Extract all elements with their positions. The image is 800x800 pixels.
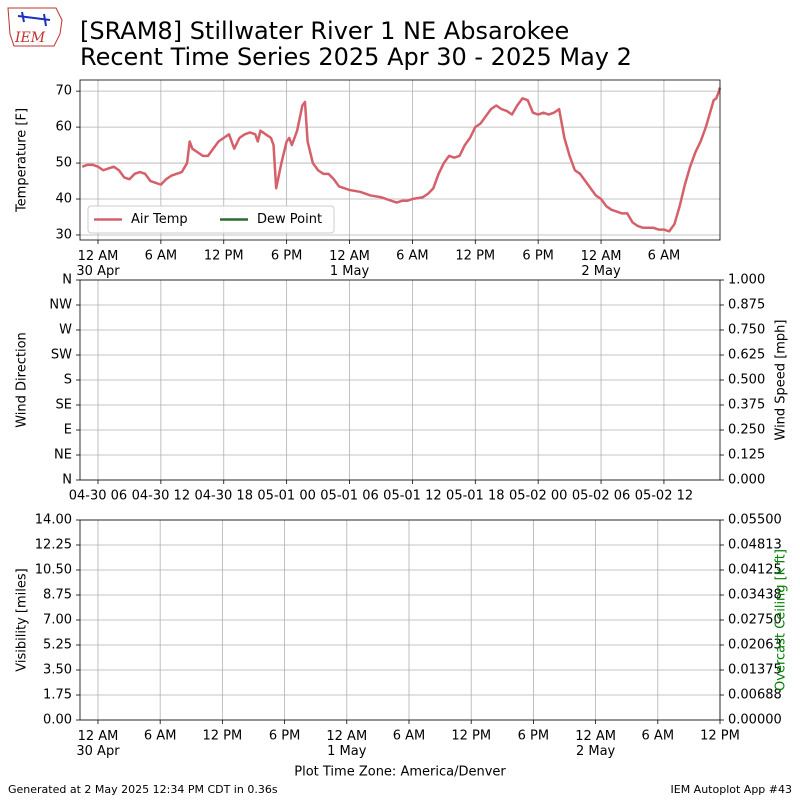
panel: 12 AM 30 Apr 6 AM 12 PM 6 PM 12 AM 1 May 6 AM 12…	[15, 79, 722, 279]
x-tick-label: 12 AM 2 May	[581, 249, 622, 279]
y-tick-label: 7.00	[43, 613, 72, 628]
y2-axis-label: Overcast Ceiling [k ft]	[774, 549, 789, 691]
x-tick-label: 6 AM	[145, 249, 178, 264]
y-axis-label: Temperature [F]	[15, 108, 30, 213]
y2-tick-label: 0.625	[728, 348, 765, 363]
y-tick-label: 1.75	[43, 688, 72, 703]
y-tick-label: SW	[51, 348, 72, 363]
x-tick-label: 6 AM	[642, 729, 675, 744]
x-tick-label: 05-02 00	[509, 489, 567, 504]
x-tick-label: 12 PM	[203, 729, 243, 744]
y2-tick-label: 0.750	[728, 323, 765, 338]
y2-tick-label: 0.02750	[728, 613, 782, 628]
y-tick-label: 60	[55, 120, 72, 135]
x-tick-label: 05-01 00	[257, 489, 315, 504]
x-tick-label: 6 AM	[393, 729, 426, 744]
y2-tick-label: 0.04813	[728, 538, 782, 553]
y2-tick-label: 1.000	[728, 273, 765, 288]
y2-tick-label: 0.01375	[728, 663, 782, 678]
y2-tick-label: 0.000	[728, 473, 765, 488]
x-tick-label: 6 AM	[648, 249, 681, 264]
y2-tick-label: 0.04125	[728, 563, 782, 578]
y2-tick-label: 0.05500	[728, 513, 782, 528]
legend-label: Air Temp	[131, 212, 188, 227]
x-tick-label: 12 AM 2 May	[575, 729, 616, 759]
x-tick-label: 04-30 18	[195, 489, 253, 504]
x-tick-label: 05-02 12	[635, 489, 693, 504]
y2-tick-label: 0.125	[728, 448, 765, 463]
y2-tick-label: 0.03438	[728, 588, 782, 603]
y2-axis-label: Wind Speed [mph]	[774, 320, 789, 441]
logo: IEM	[7, 7, 63, 47]
y-tick-label: 10.50	[35, 563, 72, 578]
x-tick-label: 05-01 12	[383, 489, 441, 504]
y-tick-label: 30	[55, 227, 72, 242]
y-axis-label: Wind Direction	[15, 332, 30, 428]
y-tick-label: N	[62, 473, 72, 488]
y-tick-label: 50	[55, 156, 72, 171]
x-tick-label: 6 PM	[269, 729, 300, 744]
y2-tick-label: 0.02063	[728, 638, 782, 653]
x-axis-label: Plot Time Zone: America/Denver	[294, 765, 506, 780]
y-axis-label: Visibility [miles]	[15, 568, 30, 671]
axes-frame	[79, 279, 721, 481]
axes-frame	[79, 519, 721, 721]
y-tick-label: S	[64, 373, 72, 388]
x-tick-label: 04-30 06	[69, 489, 127, 504]
y2-tick-label: 0.875	[728, 298, 765, 313]
y2-tick-label: 0.500	[728, 373, 765, 388]
y2-tick-label: 0.00000	[728, 713, 782, 728]
x-tick-label: 12 PM	[204, 249, 244, 264]
series-line	[81, 87, 722, 233]
title-line: [SRAM8] Stillwater River 1 NE Absarokee	[80, 17, 569, 45]
logo-mark	[17, 11, 51, 27]
y2-tick-label: 0.250	[728, 423, 765, 438]
y-tick-label: 0.00	[43, 713, 72, 728]
x-tick-label: 12 AM 30 Apr	[76, 729, 120, 759]
y-tick-label: 5.25	[43, 638, 72, 653]
x-tick-label: 05-02 06	[572, 489, 630, 504]
y-tick-label: NE	[54, 448, 72, 463]
legend: Air Temp Dew Point	[87, 205, 335, 234]
logo-outline	[7, 7, 63, 47]
legend-box	[87, 205, 335, 234]
x-tick-label: 6 AM	[396, 249, 429, 264]
x-tick-label: 12 AM 30 Apr	[76, 249, 120, 279]
y-tick-label: NW	[49, 298, 72, 313]
y-tick-label: 70	[55, 84, 72, 99]
x-tick-label: 12 PM	[451, 729, 491, 744]
panel: 12 AM 30 Apr 6 AM 12 PM 6 PM 12 AM 1 May 6 AM 12…	[15, 513, 789, 780]
footer-right: IEM Autoplot App #43	[671, 783, 793, 796]
y2-tick-label: 0.00688	[728, 688, 782, 703]
y-tick-label: 12.25	[35, 538, 72, 553]
x-tick-label: 04-30 12	[132, 489, 190, 504]
x-tick-label: 12 AM 1 May	[329, 249, 370, 279]
y-tick-label: 3.50	[43, 663, 72, 678]
panel: 04-30 06 04-30 12 04-30 18 05-01 00 05-01 06…	[15, 273, 789, 504]
y-tick-label: 14.00	[35, 513, 72, 528]
y-tick-label: 8.75	[43, 588, 72, 603]
y-tick-label: W	[59, 323, 72, 338]
x-tick-label: 6 PM	[522, 249, 553, 264]
footer-left: Generated at 2 May 2025 12:34 PM CDT in …	[8, 783, 278, 796]
legend-label: Dew Point	[257, 212, 322, 227]
x-tick-label: 6 AM	[144, 729, 177, 744]
title-line: Recent Time Series 2025 Apr 30 - 2025 Ma…	[80, 43, 632, 71]
y2-tick-label: 0.375	[728, 398, 765, 413]
x-tick-label: 12 PM	[700, 729, 740, 744]
x-tick-label: 6 PM	[271, 249, 302, 264]
x-tick-label: 12 PM	[455, 249, 495, 264]
x-tick-label: 12 AM 1 May	[326, 729, 367, 759]
logo-text: IEM	[14, 30, 46, 46]
y-tick-label: E	[64, 423, 72, 438]
x-tick-label: 6 PM	[518, 729, 549, 744]
y-tick-label: SE	[56, 398, 72, 413]
x-tick-label: 05-01 18	[446, 489, 504, 504]
y-tick-label: N	[62, 273, 72, 288]
y-tick-label: 40	[55, 192, 72, 207]
axes-frame	[79, 79, 721, 241]
x-tick-label: 05-01 06	[320, 489, 378, 504]
